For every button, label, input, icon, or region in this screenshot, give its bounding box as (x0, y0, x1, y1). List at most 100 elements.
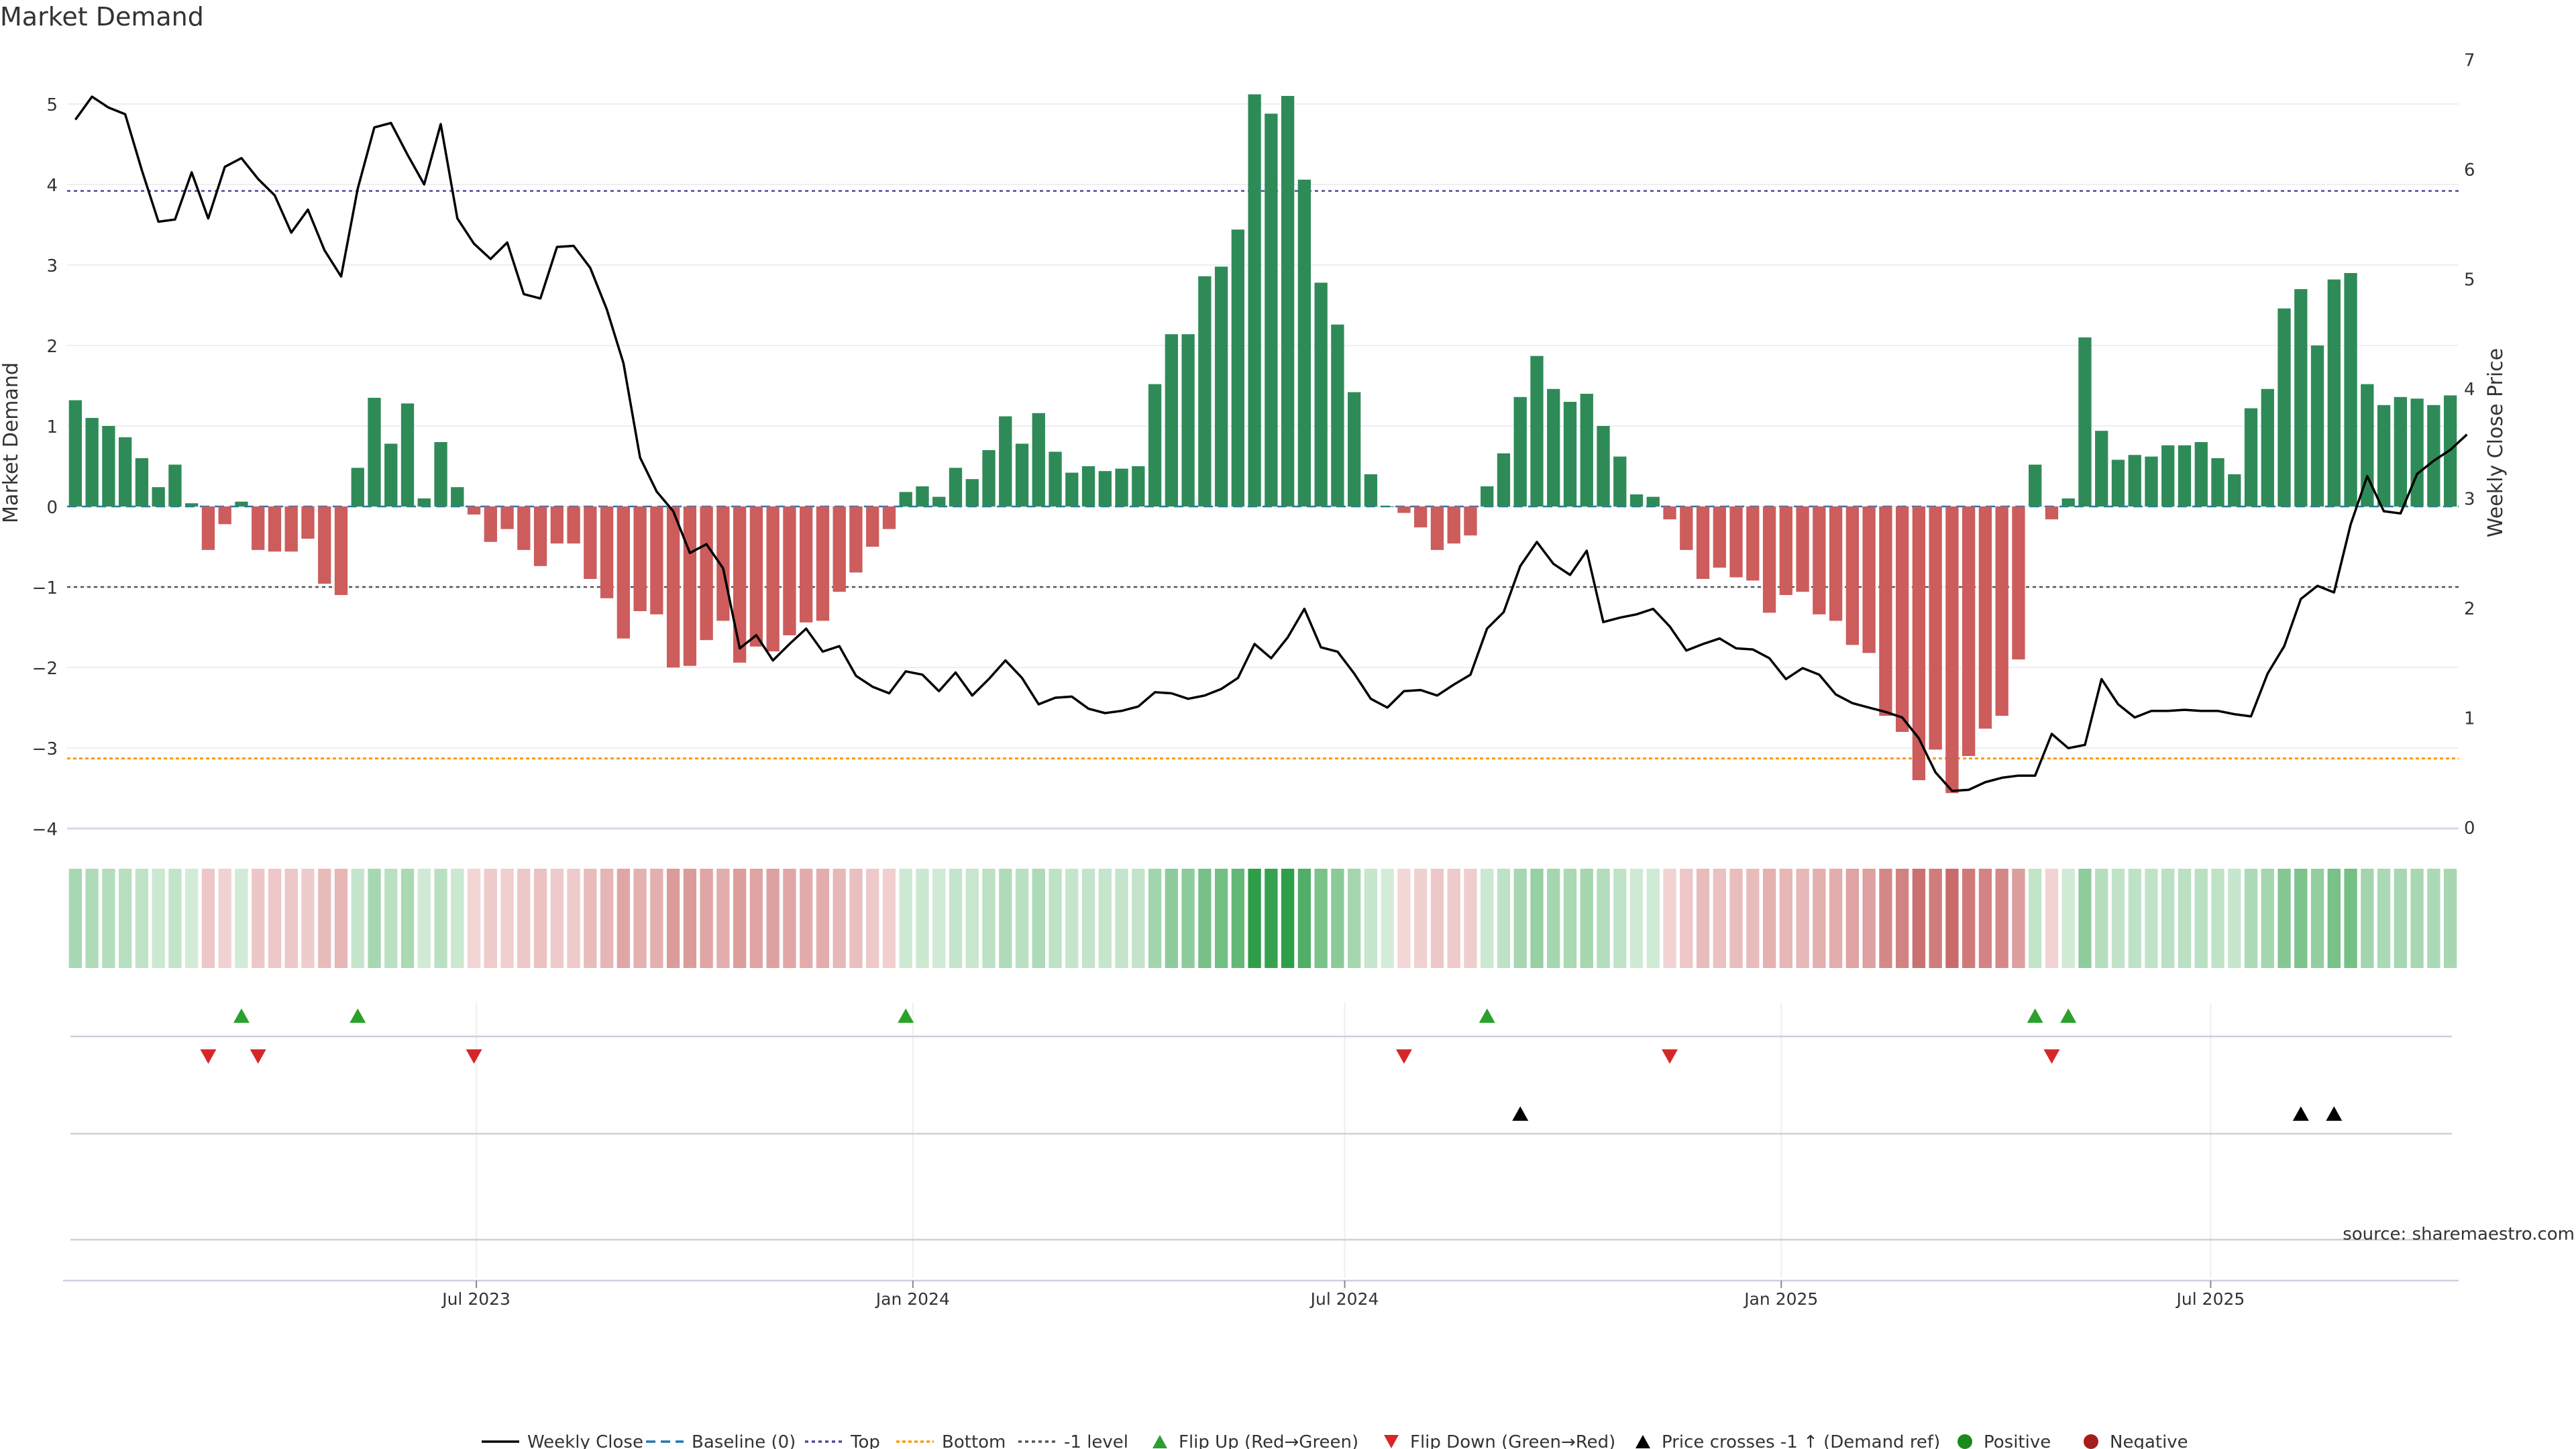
heat-cell (899, 869, 912, 968)
heat-cell (2361, 869, 2374, 968)
heat-cell (1912, 869, 1926, 968)
heat-cell (417, 869, 431, 968)
positive-bar (932, 496, 946, 506)
negative-bar (1397, 506, 1411, 513)
heat-cell (85, 869, 99, 968)
price-line-group (74, 95, 2468, 792)
heat-cell (1613, 869, 1627, 968)
negative-bar (600, 506, 614, 598)
flip-down-marker (1395, 1049, 1412, 1064)
positive-bar (2145, 456, 2158, 506)
positive-bar (2244, 408, 2258, 506)
heat-cell (1331, 869, 1344, 968)
heat-cell (1348, 869, 1361, 968)
negative-bar (533, 506, 547, 566)
negative-bar (1447, 506, 1460, 544)
legend-label: Flip Up (Red→Green) (1179, 1432, 1358, 1449)
negative-bar (500, 506, 514, 529)
y2-tick-label: 3 (2464, 490, 2475, 510)
heat-cell (1281, 869, 1295, 968)
negative-bar (2012, 506, 2025, 659)
legend-label: Positive (1984, 1432, 2051, 1449)
positive-bar (916, 486, 929, 506)
heat-cell (1481, 869, 1494, 968)
heat-cell (517, 869, 531, 968)
heat-cell (284, 869, 298, 968)
negative-bar (268, 506, 282, 552)
y-tick-label: −4 (32, 820, 58, 840)
heat-cell (2310, 869, 2324, 968)
flip-up-marker (233, 1008, 250, 1023)
legend-swatch (2084, 1434, 2098, 1449)
negative-bar (716, 506, 730, 621)
negative-bar (252, 506, 265, 550)
positive-bar (982, 450, 996, 506)
grid (67, 103, 2459, 1278)
positive-bar (2161, 445, 2175, 506)
negative-bar (1845, 506, 1860, 645)
heat-cell (1779, 869, 1792, 968)
positive-bar (2128, 455, 2141, 506)
heat-cell (1597, 869, 1610, 968)
heat-cell (716, 869, 730, 968)
heat-cell (1198, 869, 1212, 968)
legend-label: Top (850, 1432, 880, 1449)
heat-cell (749, 869, 763, 968)
positive-bar (2078, 337, 2092, 506)
positive-bar (2111, 460, 2125, 506)
positive-bar (1530, 356, 1544, 506)
negative-bar (733, 506, 747, 663)
heat-cell (1680, 869, 1693, 968)
negative-bar (567, 506, 580, 544)
heat-cell (600, 869, 614, 968)
negative-bar (284, 506, 298, 552)
heat-cell (368, 869, 381, 968)
positive-bar (1265, 113, 1278, 506)
positive-bar (1381, 506, 1394, 507)
negative-bar (800, 506, 813, 623)
negative-bar (1746, 506, 1760, 581)
negative-bar (1962, 506, 1976, 756)
heat-cell (201, 869, 215, 968)
heat-cell (2145, 869, 2158, 968)
positive-bar (2178, 445, 2192, 506)
heat-cell (1762, 869, 1776, 968)
legend-label: Baseline (0) (692, 1432, 796, 1449)
negative-bar (1713, 506, 1726, 568)
positive-bar (135, 458, 149, 506)
positive-bar (2377, 405, 2391, 506)
legend-label: Weekly Close (527, 1432, 643, 1449)
heat-cell (866, 869, 879, 968)
y-axis-label: Market Demand (0, 362, 23, 523)
positive-bar (1597, 426, 1610, 506)
price-line (74, 95, 2468, 792)
level-lines (67, 190, 2459, 760)
heat-cell (2410, 869, 2424, 968)
x-axis: Jul 2023 Jan 2024 Jul 2024 Jan 2025 Jul 2025 (441, 1281, 2245, 1309)
heat-cell (1497, 869, 1511, 968)
heat-cell (550, 869, 564, 968)
flip-up-marker (350, 1008, 366, 1023)
flip-up-marker (1479, 1008, 1495, 1023)
positive-bar (1132, 466, 1145, 506)
heat-cell (1032, 869, 1045, 968)
heat-cell (733, 869, 747, 968)
heat-cell (999, 869, 1012, 968)
legend-label: Negative (2110, 1432, 2188, 1449)
heat-cell (1929, 869, 1942, 968)
heat-cell (666, 869, 680, 968)
positive-bar (400, 403, 415, 506)
heat-cell (1829, 869, 1843, 968)
heat-cell (268, 869, 282, 968)
heat-cell (2277, 869, 2291, 968)
positive-bar (85, 418, 99, 506)
negative-bar (633, 506, 647, 611)
positive-bar (68, 400, 83, 506)
heat-cell (118, 869, 132, 968)
negative-bar (1696, 506, 1710, 579)
negative-bar (1978, 506, 1992, 729)
heat-cell (168, 869, 182, 968)
negative-bar (849, 506, 863, 573)
heat-cell (683, 869, 697, 968)
negative-bar (218, 506, 231, 525)
